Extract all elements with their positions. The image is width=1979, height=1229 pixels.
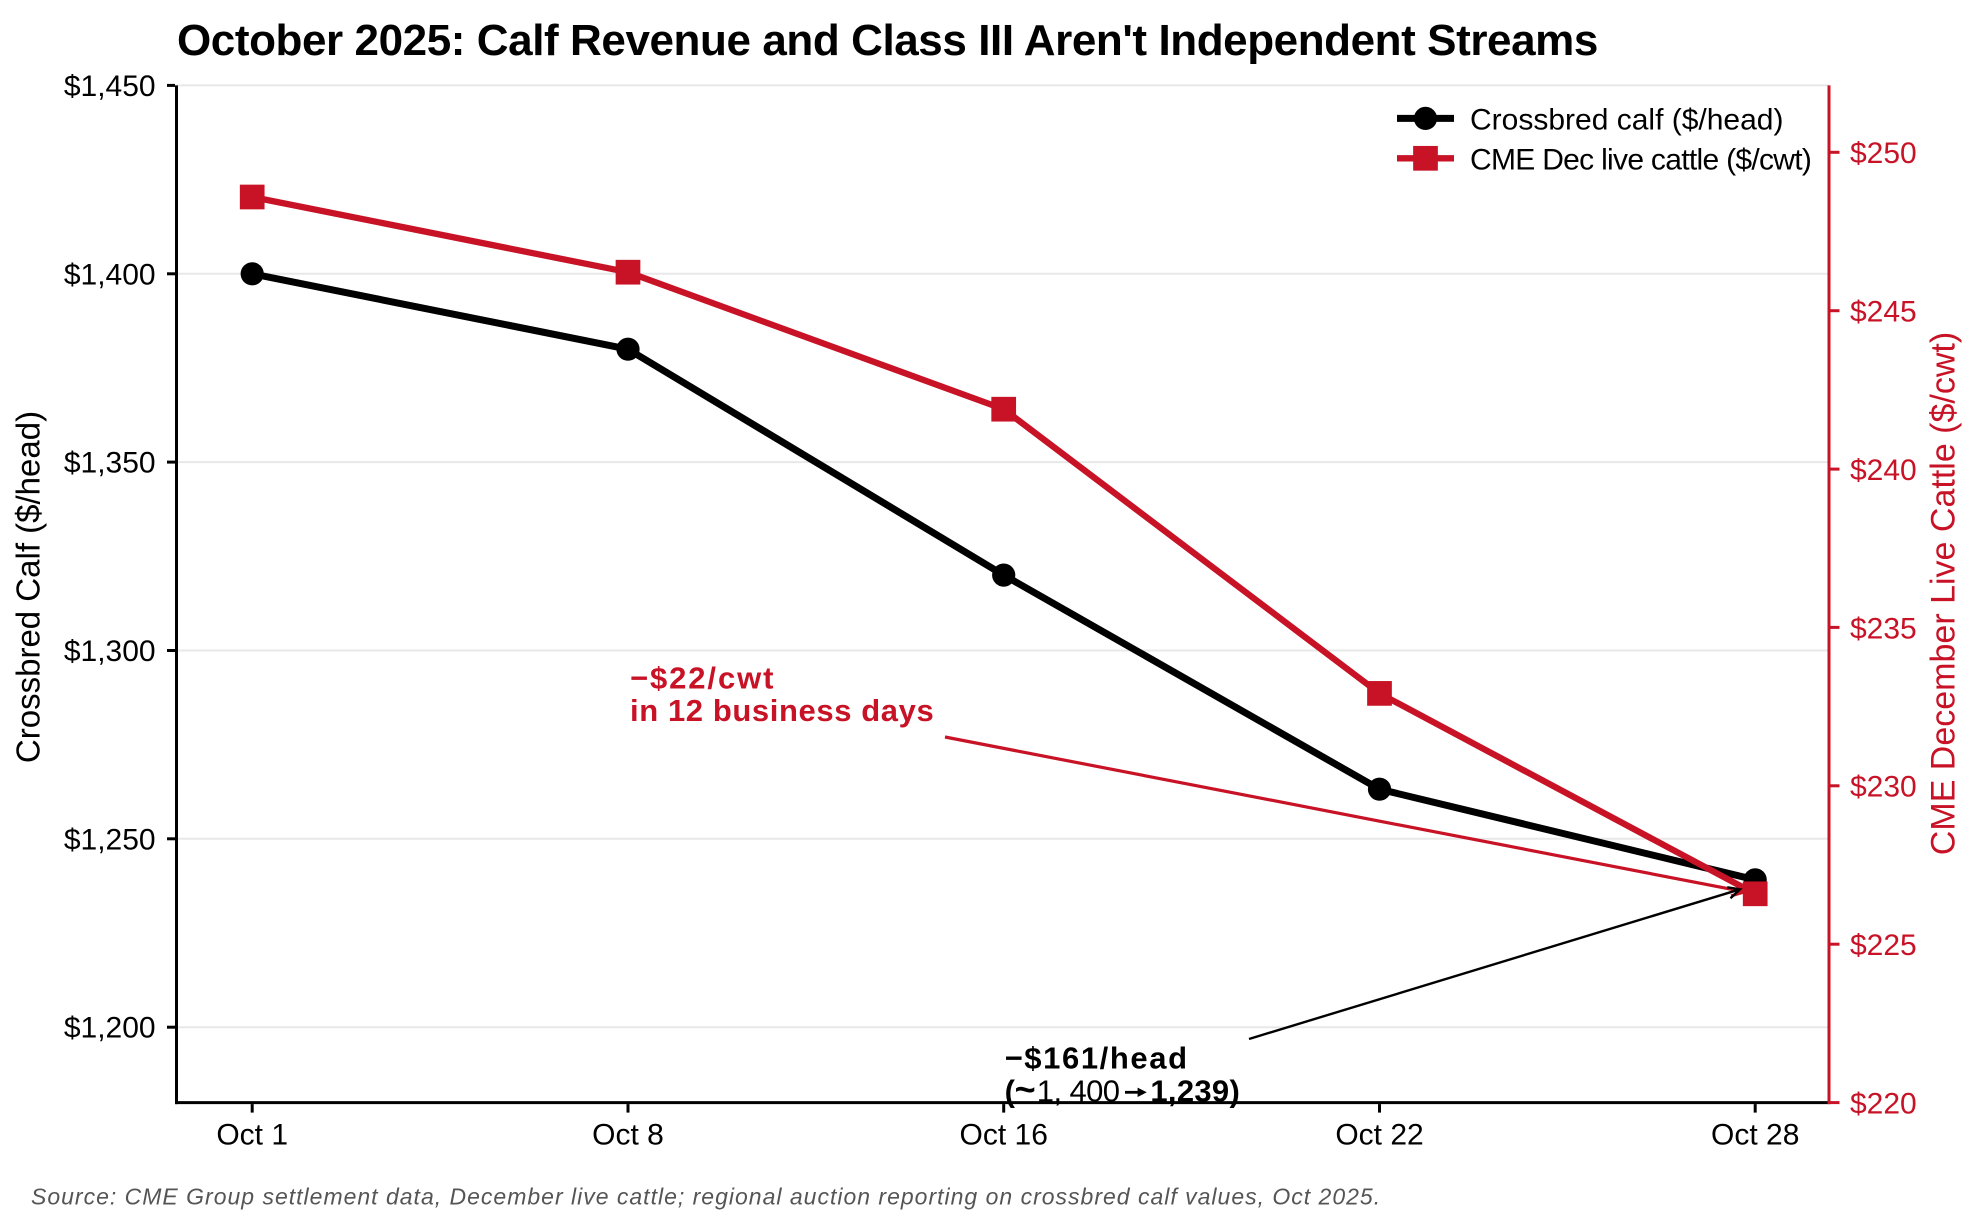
svg-text:−$161/head: −$161/head (1005, 1041, 1189, 1076)
svg-text:Oct 28: Oct 28 (1711, 1119, 1799, 1152)
svg-text:Source: CME Group settlement d: Source: CME Group settlement data, Decem… (31, 1184, 1381, 1210)
svg-text:$240: $240 (1850, 454, 1917, 487)
svg-text:$250: $250 (1850, 137, 1917, 170)
svg-text:$1,200: $1,200 (64, 1012, 156, 1045)
svg-text:Oct 16: Oct 16 (960, 1119, 1048, 1152)
svg-text:$230: $230 (1850, 771, 1917, 804)
svg-text:$1,350: $1,350 (64, 447, 156, 480)
svg-text:~: ~ (1015, 1068, 1036, 1109)
svg-text:CME Dec live cattle ($/cwt): CME Dec live cattle ($/cwt) (1470, 143, 1811, 176)
svg-text:1,239): 1,239) (1150, 1073, 1240, 1108)
svg-text:in 12 business days: in 12 business days (630, 693, 934, 728)
svg-text:October 2025: Calf Revenue and: October 2025: Calf Revenue and Class III… (177, 16, 1598, 65)
svg-text:$235: $235 (1850, 612, 1917, 645)
svg-text:$1,450: $1,450 (64, 70, 156, 103)
svg-text:CME December Live Cattle ($/cw: CME December Live Cattle ($/cwt) (1925, 332, 1963, 855)
svg-text:$1,400: $1,400 (64, 258, 156, 291)
svg-text:(: ( (1005, 1073, 1016, 1108)
svg-text:Crossbred calf ($/head): Crossbred calf ($/head) (1470, 103, 1783, 136)
svg-text:Crossbred Calf ($/head): Crossbred Calf ($/head) (10, 411, 47, 763)
svg-text:1, 400: 1, 400 (1037, 1073, 1120, 1108)
svg-text:Oct 1: Oct 1 (216, 1119, 288, 1152)
svg-text:$220: $220 (1850, 1088, 1917, 1121)
svg-text:$1,300: $1,300 (64, 635, 156, 668)
svg-text:−$22/cwt: −$22/cwt (630, 661, 775, 696)
svg-text:$225: $225 (1850, 929, 1917, 962)
svg-text:$1,250: $1,250 (64, 823, 156, 856)
svg-text:Oct 8: Oct 8 (592, 1119, 664, 1152)
svg-text:$245: $245 (1850, 296, 1917, 329)
svg-text:Oct 22: Oct 22 (1335, 1119, 1423, 1152)
